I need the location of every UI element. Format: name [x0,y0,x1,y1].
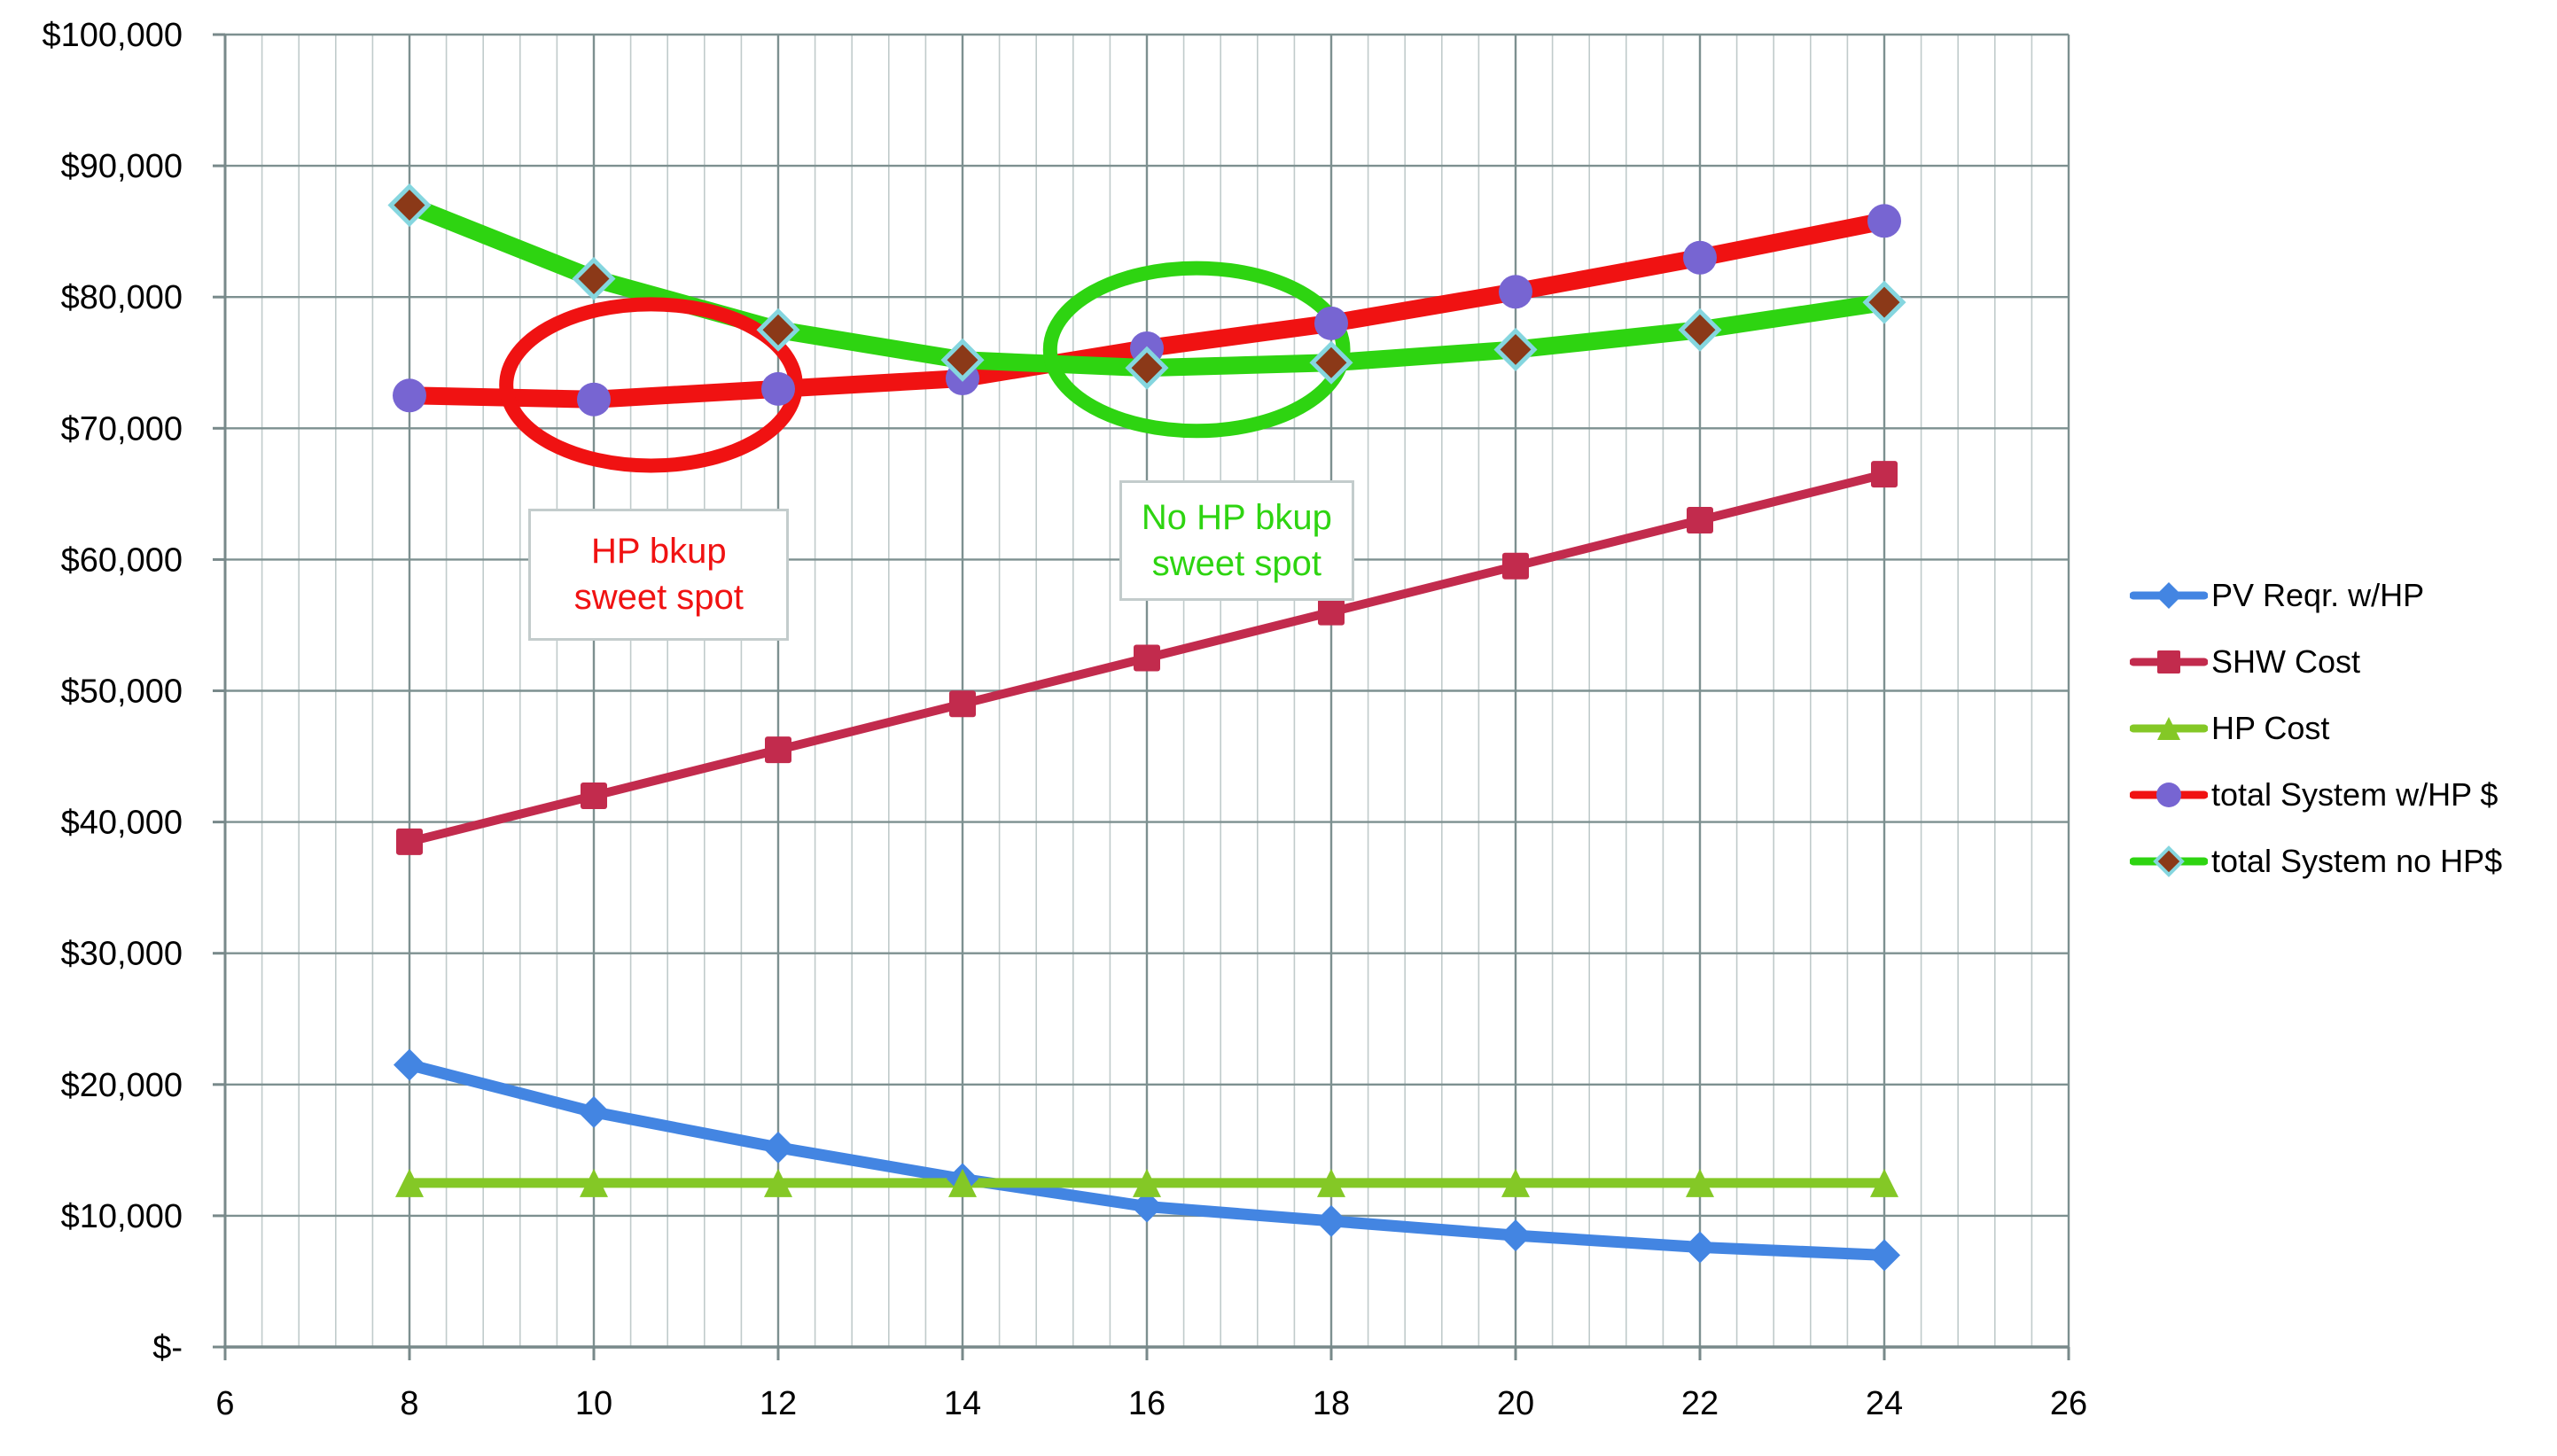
data-point-marker-square [949,690,976,718]
legend-label: HP Cost [2211,709,2330,746]
y-tick-label: $70,000 [61,410,183,448]
legend-item-total-system-w-hp: total System w/HP $ [2130,761,2502,828]
y-tick-label: $30,000 [61,936,183,973]
y-tick-label: $50,000 [61,673,183,711]
data-point-marker-diamond [1315,1204,1347,1237]
data-point-marker-diamond [1131,1190,1163,1223]
legend-marker-circle [2156,782,2181,807]
total-w-hp-line-circle-icon [2130,782,2208,807]
data-point-marker-circle [577,382,611,417]
x-tick-label: 26 [2050,1385,2087,1422]
data-point-marker-diamond [1684,1231,1716,1264]
data-point-marker-diamond [1493,327,1538,371]
x-tick-label: 10 [575,1385,612,1422]
y-tick-label: $80,000 [61,279,183,316]
data-point-marker-square [765,736,791,764]
hp-bkup-callout-line1: HP bkup [590,532,727,572]
data-point-marker-triangle [395,1168,424,1197]
hp-line-triangle-icon [2130,716,2208,740]
legend-item-shw-cost: SHW Cost [2130,628,2502,695]
y-tick-label: $90,000 [61,148,183,185]
data-point-marker-square [396,828,423,855]
x-tick-label: 20 [1497,1385,1534,1422]
series-markers-4 [387,183,1906,390]
data-point-marker-diamond [387,183,432,228]
data-point-marker-circle [1683,240,1717,275]
hp-bkup-callout-line2: sweet spot [573,578,744,618]
data-point-marker-square [1134,644,1160,672]
data-point-marker-diamond [1309,340,1353,385]
legend-label: SHW Cost [2211,642,2361,680]
data-point-marker-diamond [1125,346,1169,390]
data-point-marker-diamond [756,308,800,352]
data-point-marker-circle [393,378,426,413]
data-point-marker-square [1502,552,1529,580]
legend-label: total System w/HP $ [2211,775,2499,813]
data-point-marker-diamond [1678,308,1722,352]
x-tick-label: 14 [944,1385,981,1422]
data-point-marker-triangle [580,1168,608,1197]
x-tick-label: 18 [1313,1385,1350,1422]
data-point-marker-triangle [1317,1168,1345,1197]
data-point-marker-circle [1867,204,1901,238]
no-hp-bkup-callout-line2: sweet spot [1151,543,1321,583]
data-point-marker-triangle [1501,1168,1530,1197]
y-tick-label: $100,000 [43,17,183,54]
hp-bkup-callout: HP bkup sweet spot [528,508,790,641]
y-tick-label: $20,000 [61,1067,183,1104]
no-hp-bkup-callout-line1: No HP bkup [1141,497,1332,537]
legend-item-pv-reqr-w-hp: PV Reqr. w/HP [2130,562,2502,628]
legend-marker-triangle [2157,716,2180,740]
data-point-marker-diamond [394,1048,425,1081]
y-tick-label: $- [152,1329,183,1366]
data-point-marker-diamond [1862,280,1906,324]
chart-legend: PV Reqr. w/HP SHW Cost HP Cost total Sys… [2130,562,2502,894]
data-point-marker-diamond [762,1131,794,1164]
y-tick-label: $10,000 [61,1198,183,1235]
data-point-marker-circle [761,371,795,406]
legend-item-total-system-no-hp: total System no HP$ [2130,828,2502,894]
total-no-hp-line-diamond-icon [2130,845,2208,877]
legend-label: total System no HP$ [2211,842,2503,879]
legend-marker-square [2157,650,2180,673]
data-point-marker-diamond [1500,1219,1532,1252]
data-point-marker-circle [1314,306,1348,340]
data-point-marker-triangle [948,1168,977,1197]
hp-backup-sweet-spot-ellipse [499,297,803,473]
series-markers-3 [393,204,1901,417]
x-tick-label: 6 [215,1385,234,1422]
data-point-marker-triangle [1133,1168,1161,1197]
series-markers-2 [395,1168,1898,1197]
data-point-marker-diamond [1868,1239,1900,1272]
x-tick-label: 16 [1128,1385,1165,1422]
data-point-marker-square [1318,598,1345,626]
legend-marker-diamond [2153,845,2185,877]
pv-reqr-line-diamond-icon [2130,581,2208,609]
y-tick-label: $60,000 [61,541,183,579]
x-tick-label: 8 [400,1385,418,1422]
shw-line-square-icon [2130,650,2208,673]
data-point-marker-triangle [1870,1168,1898,1197]
legend-marker-diamond [2156,581,2182,609]
legend-label: PV Reqr. w/HP [2211,576,2425,613]
y-tick-label: $40,000 [61,805,183,842]
data-point-marker-triangle [1686,1168,1714,1197]
data-point-marker-square [1687,506,1713,533]
series-markers-1 [396,461,1898,855]
data-point-marker-square [581,782,607,809]
data-point-marker-triangle [764,1168,792,1197]
data-point-marker-square [1871,461,1898,488]
x-tick-label: 22 [1681,1385,1719,1422]
legend-item-hp-cost: HP Cost [2130,695,2502,761]
data-point-marker-circle [1499,275,1532,309]
no-hp-bkup-callout: No HP bkup sweet spot [1119,479,1354,601]
x-tick-label: 12 [760,1385,797,1422]
data-point-marker-diamond [940,338,985,382]
no-hp-backup-sweet-spot-ellipse [1042,261,1351,439]
data-point-marker-diamond [572,256,616,301]
data-point-marker-diamond [578,1095,610,1128]
x-tick-label: 24 [1866,1385,1903,1422]
